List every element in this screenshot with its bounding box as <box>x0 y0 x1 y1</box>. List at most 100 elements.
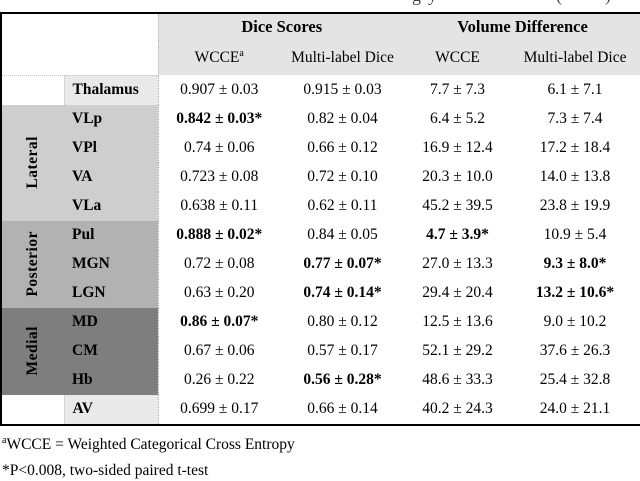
cell-dice-wcce: 0.72 ± 0.08 <box>158 249 280 279</box>
row-group-label: Lateral <box>24 136 41 189</box>
row-group-posterior: Posterior <box>1 220 64 308</box>
table-row: Lateral VLp 0.842 ± 0.03* 0.82 ± 0.04 6.… <box>1 104 640 221</box>
subheader-wcce-volume: WCCE <box>405 40 511 75</box>
row-label: MD <box>64 307 159 337</box>
cell-vol-wcce: 4.7 ± 3.9* <box>405 220 511 250</box>
row-group-medial: Medial <box>1 307 64 395</box>
cell-dice-multilabel: 0.915 ± 0.03 <box>280 75 406 105</box>
cell-vol-wcce: 12.5 ± 13.6 <box>405 307 511 337</box>
cell-dice-wcce: 0.74 ± 0.06 <box>158 133 280 163</box>
cell-vol-wcce: 7.7 ± 7.3 <box>405 75 511 105</box>
row-label: AV <box>64 394 159 425</box>
results-table: Dice Scores Volume Difference WCCEa Mult… <box>0 12 640 426</box>
caption-glyph: ) <box>605 0 611 6</box>
footnote-wcce: aWCCE = Weighted Categorical Cross Entro… <box>2 435 640 455</box>
row-group-empty <box>1 75 65 105</box>
table-row: VLa 0.638 ± 0.11 0.62 ± 0.11 45.2 ± 39.5… <box>1 191 640 221</box>
cell-dice-multilabel: 0.72 ± 0.10 <box>280 162 406 192</box>
caption-glyph: g <box>412 0 421 6</box>
cell-vol-multilabel: 23.8 ± 19.9 <box>510 191 640 221</box>
footnote-wcce-text: WCCE = Weighted Categorical Cross Entrop… <box>6 435 295 453</box>
cell-dice-multilabel: 0.84 ± 0.05 <box>280 220 406 250</box>
cell-dice-multilabel: 0.56 ± 0.28* <box>280 365 406 395</box>
cell-dice-wcce: 0.63 ± 0.20 <box>158 278 280 308</box>
row-group-label: Posterior <box>24 231 41 297</box>
row-label: Hb <box>64 365 159 395</box>
row-group-label: Medial <box>24 326 41 376</box>
table-row: LGN 0.63 ± 0.20 0.74 ± 0.14* 29.4 ± 20.4… <box>1 278 640 308</box>
row-label: VLa <box>64 191 159 221</box>
cell-dice-wcce: 0.26 ± 0.22 <box>158 365 280 395</box>
header-volume-difference: Volume Difference <box>405 13 640 40</box>
cell-vol-wcce: 52.1 ± 29.2 <box>405 336 511 366</box>
cell-vol-wcce: 29.4 ± 20.4 <box>405 278 511 308</box>
cell-vol-wcce: 27.0 ± 13.3 <box>405 249 511 279</box>
cell-vol-wcce: 45.2 ± 39.5 <box>405 191 511 221</box>
footnote-marker-a: a <box>239 47 244 59</box>
cell-vol-multilabel: 9.0 ± 10.2 <box>510 307 640 337</box>
cell-dice-wcce: 0.67 ± 0.06 <box>158 336 280 366</box>
table-row: Medial MD 0.86 ± 0.07* 0.80 ± 0.12 12.5 … <box>1 307 640 395</box>
row-label: VPl <box>64 133 159 163</box>
cell-dice-wcce: 0.842 ± 0.03* <box>158 104 280 134</box>
row-group-lateral: Lateral <box>1 104 64 221</box>
clipped-caption-fragment: g y ( ) <box>0 0 640 12</box>
cell-vol-wcce: 6.4 ± 5.2 <box>405 104 511 134</box>
cell-vol-multilabel: 9.3 ± 8.0* <box>510 249 640 279</box>
cell-vol-wcce: 20.3 ± 10.0 <box>405 162 511 192</box>
footnote-significance: *P<0.008, two-sided paired t-test <box>2 461 209 479</box>
footnote-marker-a: a <box>2 434 7 446</box>
cell-dice-wcce: 0.723 ± 0.08 <box>158 162 280 192</box>
cell-vol-multilabel: 7.3 ± 7.4 <box>510 104 640 134</box>
subheader-wcce-dice: WCCEa <box>158 40 280 75</box>
table-row: AV 0.699 ± 0.17 0.66 ± 0.14 40.2 ± 24.3 … <box>1 394 640 425</box>
cell-vol-wcce: 48.6 ± 33.3 <box>405 365 511 395</box>
cell-dice-wcce: 0.86 ± 0.07* <box>158 307 280 337</box>
row-label: Thalamus <box>64 75 159 105</box>
table-row: Thalamus 0.907 ± 0.03 0.915 ± 0.03 7.7 ±… <box>1 75 640 105</box>
cell-vol-wcce: 40.2 ± 24.3 <box>405 394 511 425</box>
cell-dice-multilabel: 0.62 ± 0.11 <box>280 191 406 221</box>
cell-dice-wcce: 0.638 ± 0.11 <box>158 191 280 221</box>
row-label: CM <box>64 336 159 366</box>
table-row: CM 0.67 ± 0.06 0.57 ± 0.17 52.1 ± 29.2 3… <box>1 336 640 366</box>
table-row: MGN 0.72 ± 0.08 0.77 ± 0.07* 27.0 ± 13.3… <box>1 249 640 279</box>
row-group-empty <box>1 394 65 425</box>
cell-dice-wcce: 0.888 ± 0.02* <box>158 220 280 250</box>
cell-dice-multilabel: 0.66 ± 0.14 <box>280 394 406 425</box>
column-group-header-row: Dice Scores Volume Difference <box>1 13 640 76</box>
row-label: Pul <box>64 220 159 250</box>
row-label: VA <box>64 162 159 192</box>
cell-vol-multilabel: 24.0 ± 21.1 <box>510 394 640 425</box>
header-dice-scores: Dice Scores <box>158 13 406 40</box>
caption-glyph: ( <box>556 0 562 6</box>
cell-dice-multilabel: 0.66 ± 0.12 <box>280 133 406 163</box>
row-label: VLp <box>64 104 159 134</box>
cell-dice-wcce: 0.907 ± 0.03 <box>158 75 280 105</box>
cell-vol-multilabel: 6.1 ± 7.1 <box>510 75 640 105</box>
row-label: MGN <box>64 249 159 279</box>
cell-vol-multilabel: 37.6 ± 26.3 <box>510 336 640 366</box>
corner-cell <box>1 13 159 76</box>
subheader-multilabel-volume: Multi-label Dice <box>510 40 640 75</box>
cell-dice-multilabel: 0.74 ± 0.14* <box>280 278 406 308</box>
cell-vol-multilabel: 13.2 ± 10.6* <box>510 278 640 308</box>
cell-vol-multilabel: 10.9 ± 5.4 <box>510 220 640 250</box>
table-row: VA 0.723 ± 0.08 0.72 ± 0.10 20.3 ± 10.0 … <box>1 162 640 192</box>
cell-dice-multilabel: 0.57 ± 0.17 <box>280 336 406 366</box>
sub-header-row: WCCEa Multi-label Dice WCCE Multi-label … <box>1 40 640 75</box>
table-row: Hb 0.26 ± 0.22 0.56 ± 0.28* 48.6 ± 33.3 … <box>1 365 640 395</box>
table-row: VPl 0.74 ± 0.06 0.66 ± 0.12 16.9 ± 12.4 … <box>1 133 640 163</box>
subheader-multilabel-dice: Multi-label Dice <box>280 40 406 75</box>
cell-dice-multilabel: 0.80 ± 0.12 <box>280 307 406 337</box>
cell-dice-multilabel: 0.77 ± 0.07* <box>280 249 406 279</box>
row-label: LGN <box>64 278 159 308</box>
caption-glyph: y <box>428 0 437 6</box>
cell-vol-wcce: 16.9 ± 12.4 <box>405 133 511 163</box>
cell-dice-wcce: 0.699 ± 0.17 <box>158 394 280 425</box>
cell-vol-multilabel: 17.2 ± 18.4 <box>510 133 640 163</box>
cell-dice-multilabel: 0.82 ± 0.04 <box>280 104 406 134</box>
cell-vol-multilabel: 25.4 ± 32.8 <box>510 365 640 395</box>
table-row: Posterior Pul 0.888 ± 0.02* 0.84 ± 0.05 … <box>1 220 640 308</box>
